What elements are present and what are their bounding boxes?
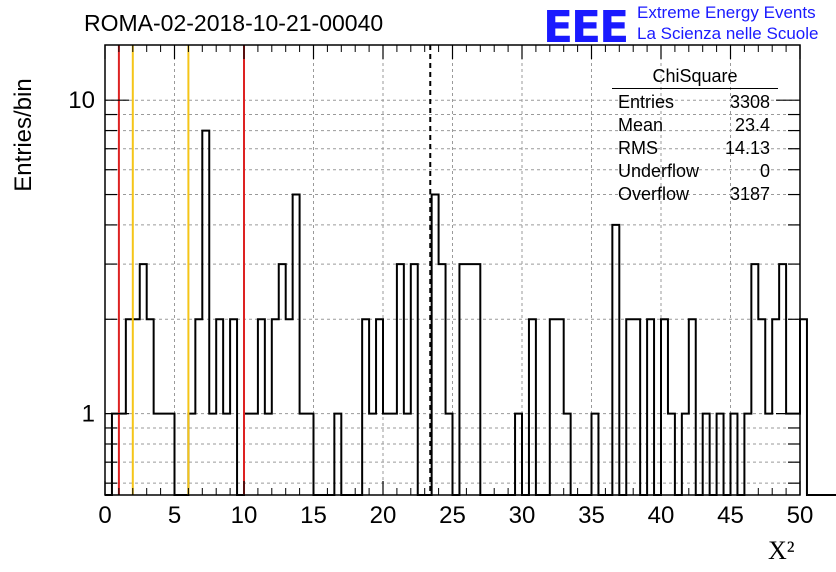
x-tick-label: 40 — [648, 502, 675, 529]
x-tick-label: 30 — [509, 502, 536, 529]
stats-row-mean: Mean 23.4 — [618, 115, 770, 135]
y-axis-label: Entries/bin — [10, 78, 37, 192]
x-tick-label: 45 — [717, 502, 744, 529]
x-tick-label: 5 — [168, 502, 181, 529]
x-tick-label: 15 — [300, 502, 327, 529]
stats-row-overflow: Overflow 3187 — [618, 184, 770, 204]
x-tick-label: 10 — [231, 502, 258, 529]
stats-row-rms: RMS 14.13 — [618, 138, 770, 158]
stats-row-underflow: Underflow 0 — [618, 161, 770, 181]
x-tick-label: 20 — [370, 502, 397, 529]
x-tick-label: 25 — [439, 502, 466, 529]
y-tick-label: 1 — [82, 401, 95, 428]
eee-logo: EEE — [543, 2, 629, 53]
x-axis-label: X² — [768, 536, 795, 565]
chart-title: ROMA-02-2018-10-21-00040 — [84, 10, 384, 36]
logo-line-1: Extreme Energy Events — [637, 3, 816, 22]
x-tick-label: 0 — [98, 502, 111, 529]
stats-row-entries: Entries 3308 — [618, 92, 770, 112]
x-tick-label: 50 — [787, 502, 814, 529]
x-tick-label: 35 — [578, 502, 605, 529]
logo-line-2: La Scienza nelle Scuole — [637, 24, 819, 43]
stats-title: ChiSquare — [612, 66, 778, 89]
stats-box: ChiSquare Entries 3308 Mean 23.4 RMS 14.13 … — [612, 66, 778, 206]
y-tick-label: 10 — [68, 87, 95, 114]
